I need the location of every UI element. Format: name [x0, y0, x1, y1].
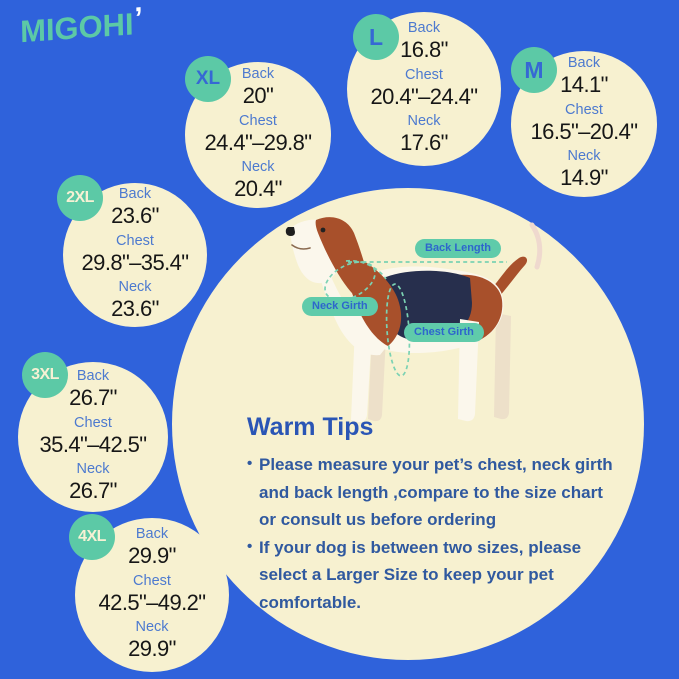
size-circle-3xl: 3XL Back 26.7" Chest 35.4"–42.5" Neck 26…	[18, 352, 168, 512]
dog-far-front-leg	[368, 333, 386, 422]
size-badge-3xl: 3XL	[22, 352, 68, 398]
chest-label: Chest	[74, 414, 112, 431]
shoulder-dashed-curve	[345, 259, 387, 280]
size-circle-4xl: 4XL Back 29.9" Chest 42.5"–49.2" Neck 29…	[69, 514, 229, 672]
neck-label: Neck	[407, 113, 441, 130]
neck-value: 17.6"	[400, 130, 448, 156]
neck-label: Neck	[567, 148, 601, 165]
size-circle-m: M Back 14.1" Chest 16.5"–20.4" Neck 14.9…	[511, 47, 657, 197]
back-label: Back	[135, 526, 169, 543]
neck-value: 23.6"	[111, 296, 159, 322]
neck-label: Neck	[118, 279, 152, 296]
size-badge-4xl: 4XL	[69, 514, 115, 560]
back-value: 29.9"	[128, 543, 176, 569]
back-length-pill: Back Length	[415, 239, 502, 258]
size-circle-l: L Back 16.8" Chest 20.4"–24.4" Neck 17.6…	[347, 12, 501, 166]
chest-value: 29.8"–35.4"	[81, 249, 190, 275]
brand-logo: MIGOHI’	[19, 2, 143, 51]
chest-label: Chest	[239, 112, 277, 129]
warm-tip-text: If your dog is between two sizes, please…	[259, 537, 582, 612]
size-circle-xl: XL Back 20" Chest 24.4"–29.8" Neck 20.4"	[185, 56, 331, 208]
back-value: 14.1"	[560, 72, 608, 98]
neck-value: 29.9"	[128, 636, 176, 662]
chest-value: 16.5"–20.4"	[530, 118, 639, 144]
back-label: Back	[76, 368, 110, 385]
warm-tip-text: Please measure your pet’s chest, neck gi…	[259, 455, 613, 530]
chest-value: 35.4"–42.5"	[39, 431, 148, 457]
chest-label: Chest	[133, 572, 171, 589]
neck-girth-dashed-ellipse	[324, 261, 376, 301]
back-label: Back	[241, 66, 275, 83]
chest-label: Chest	[405, 66, 443, 83]
chest-value: 42.5"–49.2"	[98, 589, 207, 615]
neck-value: 20.4"	[234, 176, 282, 202]
brand-name: MIGOHI	[19, 6, 134, 50]
decorative-swoosh	[529, 222, 543, 270]
neck-girth-pill: Neck Girth	[302, 297, 378, 316]
size-circle-2xl: 2XL Back 23.6" Chest 29.8"–35.4" Neck 23…	[57, 175, 207, 327]
dog-mouth	[291, 244, 311, 250]
back-value: 16.8"	[400, 37, 448, 63]
warm-tips-section: Warm Tips • Please measure your pet’s ch…	[247, 413, 623, 616]
dog-nose	[285, 227, 295, 236]
neck-value: 14.9"	[560, 165, 608, 191]
chest-label: Chest	[565, 101, 603, 118]
size-badge-l: L	[353, 14, 399, 60]
back-value: 26.7"	[69, 385, 117, 411]
back-value: 20"	[242, 83, 274, 109]
back-label: Back	[407, 20, 441, 37]
chest-value: 20.4"–24.4"	[370, 83, 479, 109]
dog-ear	[315, 217, 370, 298]
brand-apostrophe: ’	[134, 1, 144, 36]
neck-label: Neck	[76, 461, 110, 478]
back-label: Back	[118, 186, 152, 203]
size-badge-xl: XL	[185, 56, 231, 102]
size-badge-m: M	[511, 47, 557, 93]
back-label: Back	[567, 55, 601, 72]
bullet-icon: •	[247, 537, 253, 555]
neck-label: Neck	[135, 619, 169, 636]
back-value: 23.6"	[111, 203, 159, 229]
size-badge-2xl: 2XL	[57, 175, 103, 221]
neck-label: Neck	[241, 159, 275, 176]
warm-tips-title: Warm Tips	[247, 413, 374, 441]
dog-eye	[320, 227, 326, 233]
warm-tip-item: • Please measure your pet’s chest, neck …	[247, 451, 623, 534]
dog-near-hind-leg	[458, 319, 479, 422]
bullet-icon: •	[247, 455, 253, 472]
warm-tip-item: • If your dog is between two sizes, plea…	[247, 534, 623, 617]
chest-girth-pill: Chest Girth	[404, 323, 484, 342]
dog-far-hind-leg	[494, 313, 511, 420]
chest-label: Chest	[116, 232, 154, 249]
neck-value: 26.7"	[69, 478, 117, 504]
chest-value: 24.4"–29.8"	[204, 129, 313, 155]
warm-tips-list: • Please measure your pet’s chest, neck …	[247, 451, 623, 616]
